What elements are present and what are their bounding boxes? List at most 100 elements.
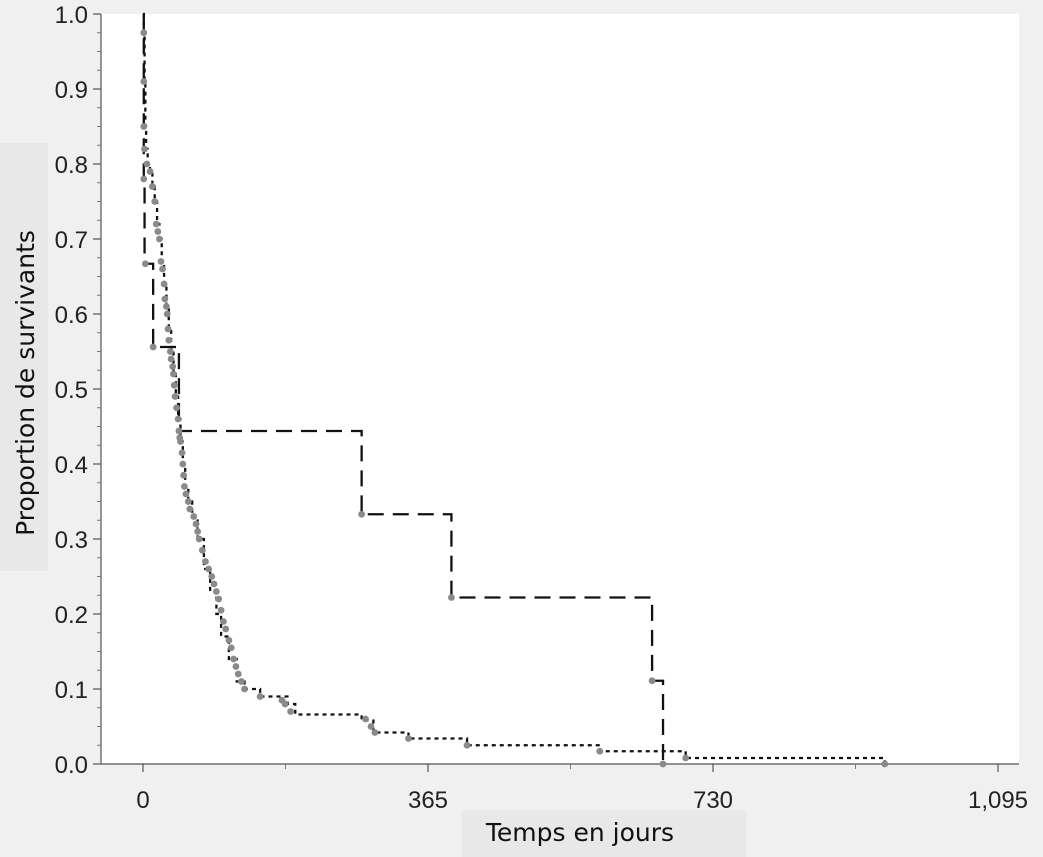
- x-tick-label: 0: [136, 787, 149, 814]
- censor-mark: [222, 625, 230, 633]
- y-tick-label: 0.4: [55, 452, 88, 479]
- censor-mark: [157, 258, 165, 265]
- y-tick-label: 0.6: [55, 302, 88, 329]
- censor-mark: [225, 636, 233, 644]
- censor-mark: [173, 404, 180, 412]
- y-tick-label: 0.0: [55, 752, 88, 779]
- censor-mark: [159, 265, 166, 273]
- y-axis-label: Proportion de survivants: [11, 230, 40, 536]
- x-ticks: 0 365 730 1,095: [136, 764, 1028, 814]
- censor-mark: [161, 295, 169, 303]
- y-tick-label: 0.1: [55, 677, 88, 704]
- censor-mark: [180, 483, 188, 490]
- censor-mark: [205, 565, 212, 573]
- y-tick-label: 1.0: [55, 2, 88, 29]
- censor-mark: [152, 220, 160, 228]
- y-tick-label: 0.9: [55, 77, 88, 104]
- y-tick-label: 0.2: [55, 602, 88, 629]
- censor-mark: [149, 343, 157, 351]
- censor-mark: [230, 655, 237, 663]
- censor-mark: [648, 677, 656, 685]
- censor-mark: [202, 558, 209, 565]
- censor-mark: [659, 760, 667, 768]
- censor-mark: [163, 310, 171, 318]
- y-tick-label: 0.7: [55, 227, 88, 254]
- censor-mark: [146, 168, 154, 175]
- censor-mark: [448, 594, 455, 601]
- censor-mark: [220, 618, 227, 625]
- censor-mark: [215, 595, 223, 603]
- y-tick-label: 0.8: [55, 152, 88, 179]
- censor-mark: [151, 198, 159, 205]
- y-ticks: 0.0 0.1 0.2 0.3 0.4 0.5 0.6 0.7 0.8 0.9 1.0: [55, 2, 101, 779]
- censor-mark: [140, 29, 148, 37]
- ylabel-background: [0, 143, 48, 571]
- censor-mark: [154, 228, 162, 235]
- x-axis-label: Temps en jours: [485, 818, 674, 847]
- y-tick-label: 0.3: [55, 527, 88, 554]
- censor-mark: [210, 580, 218, 588]
- censor-mark: [596, 747, 604, 755]
- series-line-dotted: [142, 12, 886, 764]
- x-tick-label: 365: [408, 787, 448, 814]
- censor-mark: [184, 498, 192, 505]
- censor-mark: [367, 723, 375, 730]
- censor-mark: [167, 355, 175, 363]
- censor-mark: [163, 303, 170, 310]
- censor-marks: [140, 29, 889, 768]
- censor-mark: [182, 490, 190, 498]
- censor-mark: [256, 693, 264, 700]
- censor-mark: [143, 160, 151, 168]
- censor-mark: [371, 729, 379, 736]
- plot-background: [101, 14, 1019, 764]
- censor-mark: [141, 145, 148, 153]
- censor-mark: [141, 260, 149, 268]
- censor-mark: [241, 685, 248, 693]
- censor-mark: [281, 700, 289, 708]
- censor-mark: [160, 280, 168, 288]
- xlabel-background: [462, 810, 746, 857]
- censor-mark: [234, 670, 242, 678]
- censor-mark: [169, 363, 177, 370]
- censor-mark: [165, 336, 173, 344]
- censor-mark: [140, 123, 148, 130]
- censor-mark: [287, 708, 294, 715]
- censor-mark: [192, 520, 200, 528]
- censor-mark: [170, 381, 178, 389]
- censor-mark: [232, 663, 240, 670]
- censor-mark: [148, 183, 156, 190]
- censor-mark: [237, 678, 245, 685]
- censor-mark: [682, 754, 690, 762]
- censor-mark: [227, 644, 235, 652]
- censor-mark: [198, 546, 206, 554]
- censor-mark: [208, 573, 216, 580]
- censor-mark: [166, 348, 174, 355]
- censor-mark: [170, 370, 177, 378]
- censor-mark: [362, 715, 369, 723]
- censor-mark: [186, 505, 194, 513]
- censor-mark: [175, 427, 183, 435]
- censor-mark: [194, 528, 202, 535]
- x-tick-label: 1,095: [968, 787, 1028, 814]
- censor-mark: [217, 606, 225, 614]
- censor-mark: [155, 235, 163, 243]
- censor-mark: [881, 760, 889, 768]
- censor-mark: [212, 588, 220, 595]
- censor-mark: [358, 510, 366, 518]
- censor-mark: [463, 741, 471, 749]
- censor-mark: [174, 415, 182, 423]
- censor-mark: [179, 460, 187, 468]
- censor-mark: [171, 393, 179, 400]
- censor-mark: [190, 513, 198, 520]
- censor-mark: [178, 449, 186, 457]
- censor-mark: [140, 175, 148, 183]
- censor-mark: [140, 78, 148, 85]
- x-tick-label: 730: [693, 787, 733, 814]
- censor-mark: [195, 535, 203, 543]
- y-tick-label: 0.5: [55, 377, 88, 404]
- censor-mark: [180, 471, 188, 479]
- censor-mark: [177, 438, 184, 445]
- censor-mark: [405, 735, 412, 742]
- censor-mark: [164, 325, 172, 333]
